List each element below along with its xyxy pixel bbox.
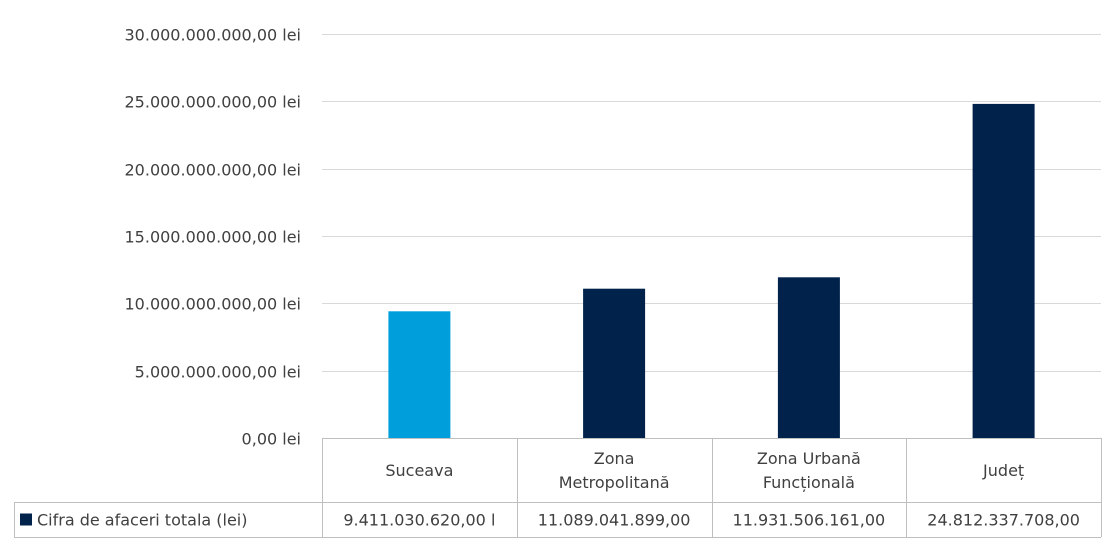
x-tick-label: Zona	[594, 449, 635, 468]
bars	[388, 103, 1035, 439]
y-tick-label: 0,00 lei	[242, 430, 301, 449]
y-tick-label: 25.000.000.000,00 lei	[125, 93, 302, 112]
data-table-value: 11.089.041.899,00	[538, 511, 691, 530]
gridlines	[322, 34, 1101, 372]
data-table-value: 11.931.506.161,00	[733, 511, 886, 530]
y-tick-label: 20.000.000.000,00 lei	[125, 161, 302, 180]
bar	[777, 277, 840, 438]
y-tick-label: 15.000.000.000,00 lei	[125, 228, 302, 247]
legend-label: Cifra de afaceri totala (lei)	[37, 511, 248, 530]
x-tick-label: Suceava	[385, 461, 453, 480]
bar	[583, 288, 646, 438]
bar	[388, 311, 451, 438]
legend-key	[20, 513, 32, 526]
y-axis-tick-labels: 0,00 lei 5.000.000.000,00 lei 10.000.000.0…	[125, 26, 302, 449]
data-table-value: 24.812.337.708,00	[927, 511, 1080, 530]
x-tick-label: Zona Urbană	[757, 449, 861, 468]
y-tick-label: 10.000.000.000,00 lei	[125, 295, 302, 314]
x-tick-label: Metropolitană	[559, 473, 670, 492]
data-table-value: 9.411.030.620,00 l	[343, 511, 495, 530]
data-table: Suceava Zona Metropolitană Zona Urbană Funcț…	[14, 438, 1102, 538]
x-tick-label: Județ	[982, 461, 1024, 480]
y-tick-label: 5.000.000.000,00 lei	[135, 363, 301, 382]
bar	[972, 103, 1035, 439]
x-tick-label: Funcțională	[763, 473, 855, 492]
y-tick-label: 30.000.000.000,00 lei	[125, 26, 302, 45]
